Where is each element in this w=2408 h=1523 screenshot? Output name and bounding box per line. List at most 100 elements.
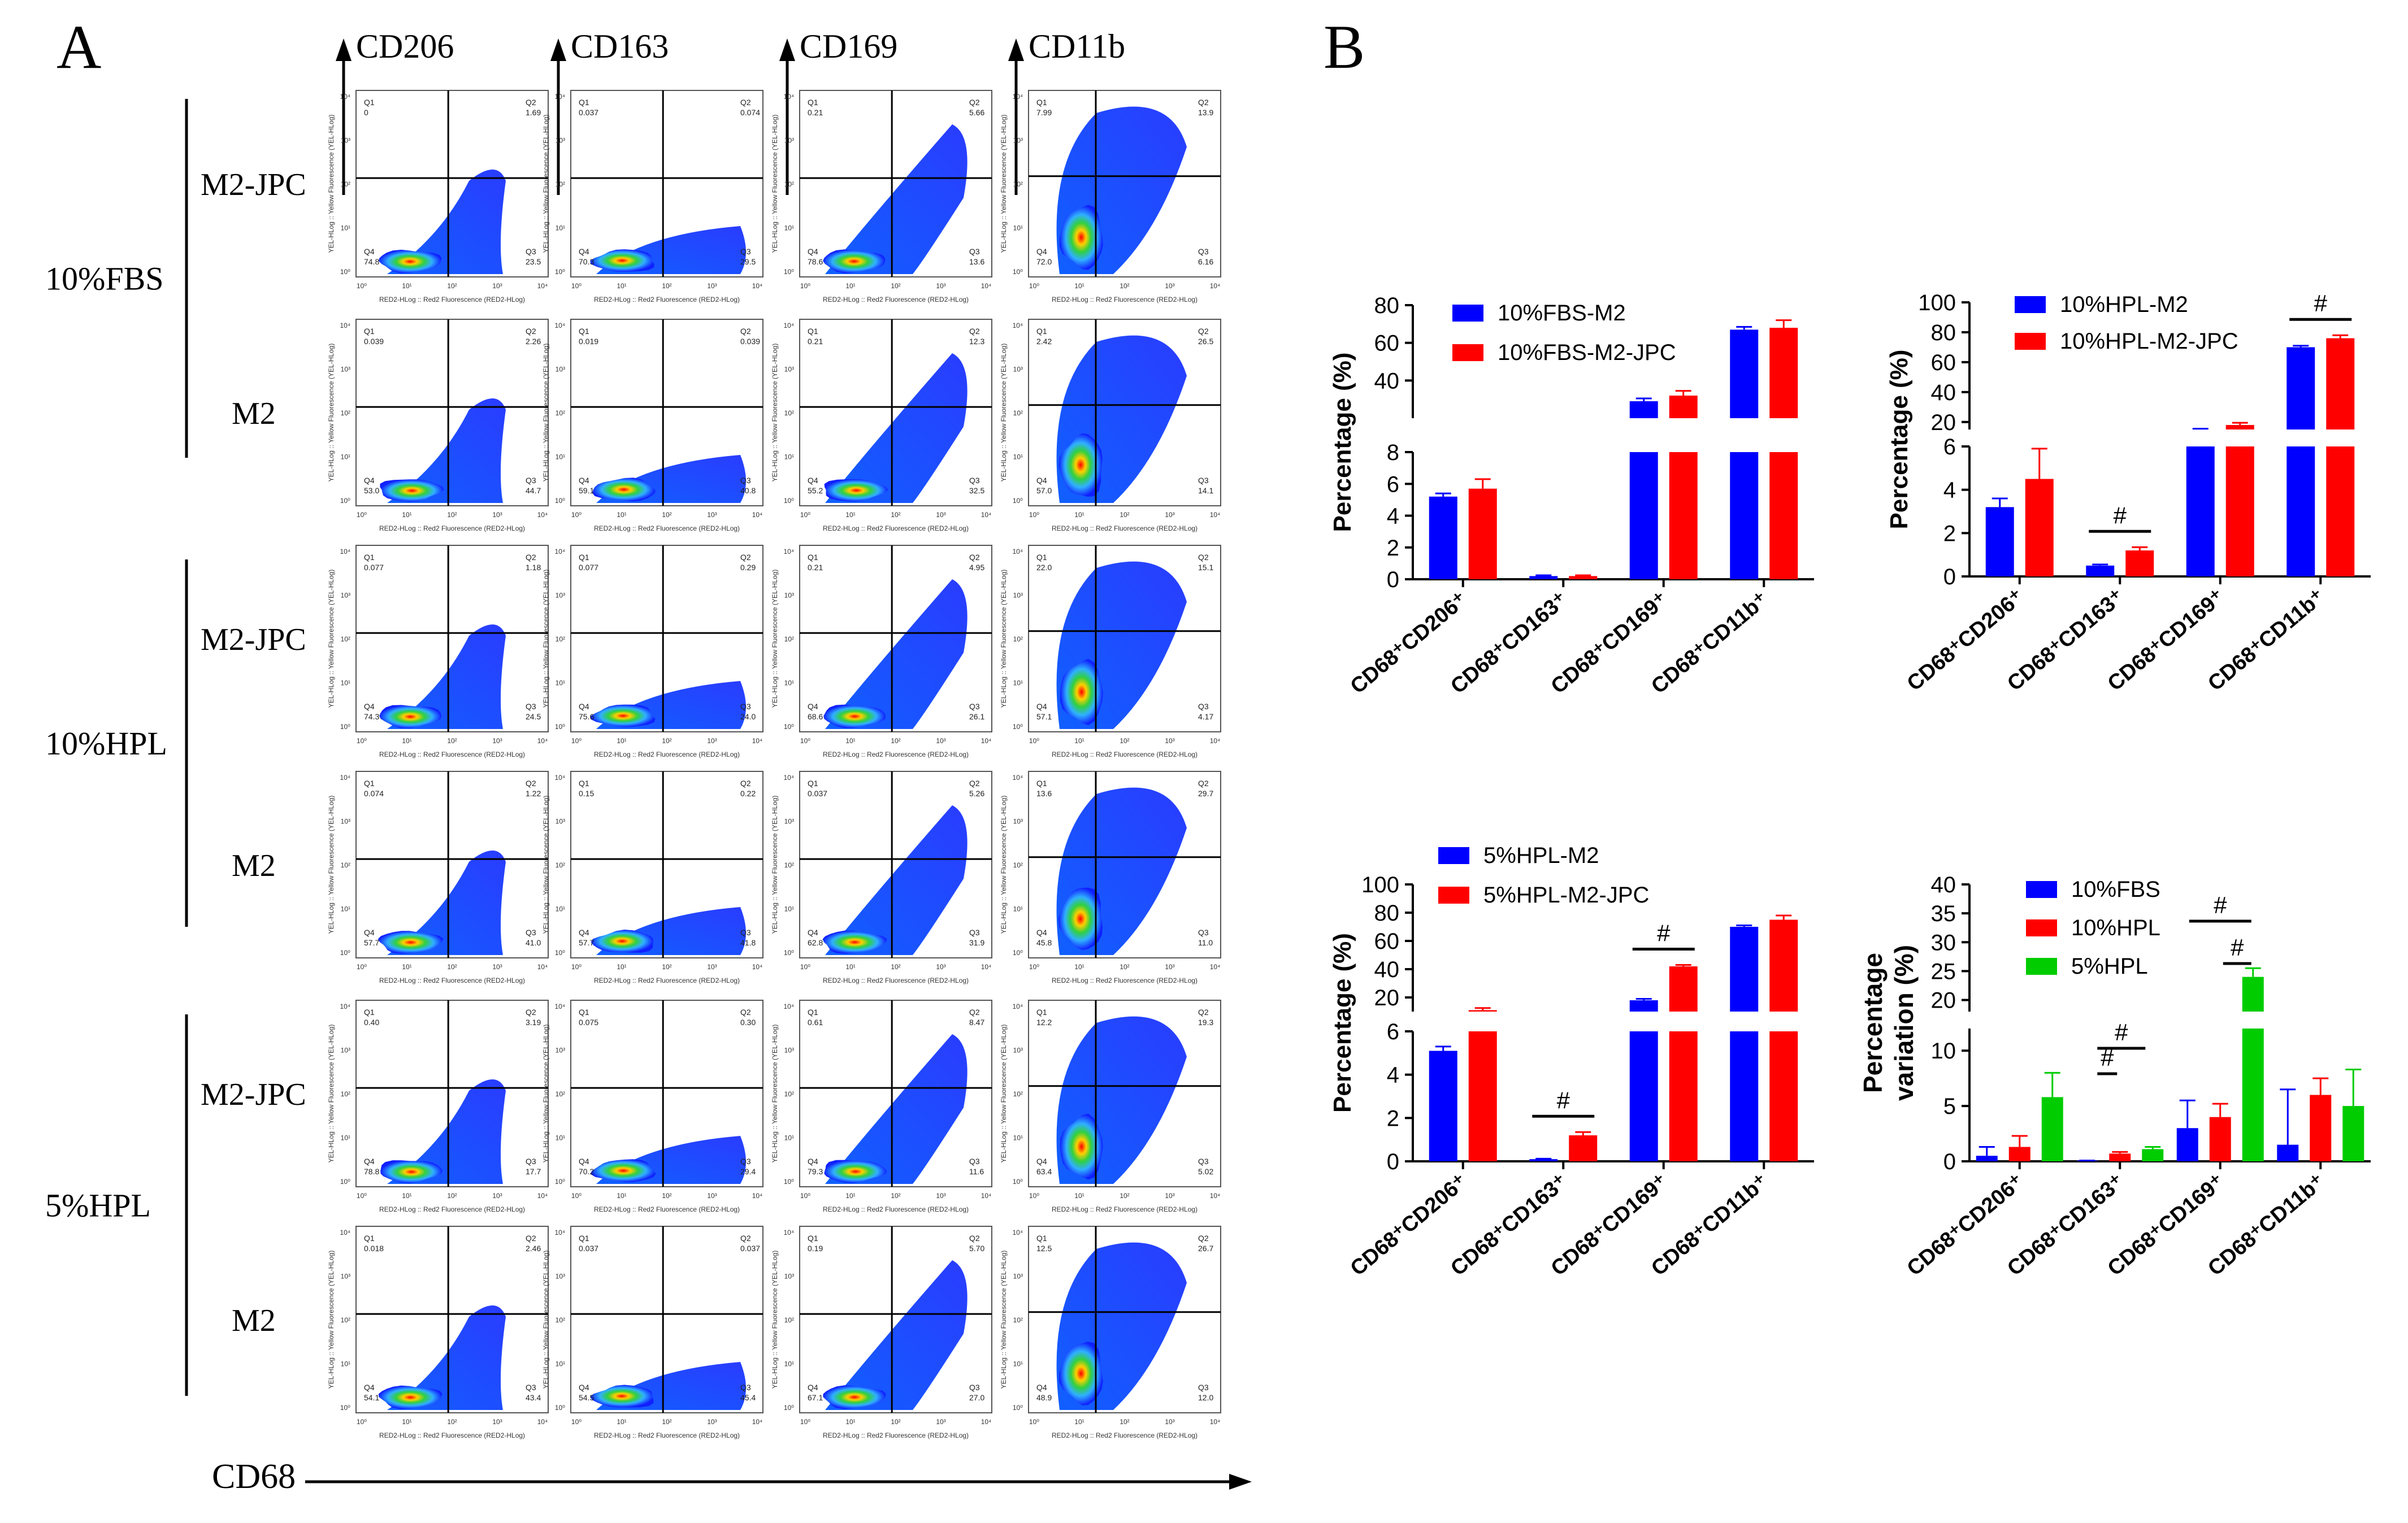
plot-y-label: YEL-HLog :: Yellow Fluorescence (YEL-HLo…: [542, 344, 550, 482]
tick-label: 10³: [1165, 282, 1174, 290]
quadrant-value: Q3: [740, 702, 751, 711]
quadrant-value: 12.0: [1198, 1393, 1213, 1402]
bar: [1429, 496, 1457, 579]
row-label: M2-JPC: [201, 622, 306, 657]
quadrant-value: 44.7: [526, 486, 541, 495]
tick-label: 10¹: [617, 737, 626, 745]
quadrant-value: Q3: [1198, 928, 1209, 937]
bar: [1629, 401, 1658, 418]
marker-arrows: [336, 38, 1024, 195]
density-hotspot: [378, 1385, 442, 1409]
tick-label: 10¹: [1074, 282, 1084, 290]
density-contour: [387, 1079, 506, 1184]
quadrant-value: Q1: [1036, 553, 1047, 562]
plot-x-label: RED2-HLog :: Red2 Fluorescence (RED2-HLo…: [594, 750, 740, 758]
tick-label: 10⁴: [783, 1229, 794, 1236]
quadrant-value: Q4: [1036, 247, 1047, 256]
plot-y-label: YEL-HLog :: Yellow Fluorescence (YEL-HLo…: [542, 1025, 550, 1163]
tick-label: 10²: [556, 1316, 565, 1324]
quadrant-value: 0.037: [579, 1244, 598, 1253]
y-tick-label: 60: [1374, 331, 1400, 356]
tick-label: 10⁴: [752, 1418, 763, 1426]
bar: [1669, 1031, 1698, 1161]
quadrant-value: Q3: [740, 928, 751, 937]
quadrant-value: Q4: [808, 476, 818, 485]
tick-label: 10⁰: [571, 1418, 582, 1426]
quadrant-value: Q1: [808, 553, 818, 562]
tick-label: 10²: [447, 511, 457, 519]
bar: [1569, 1135, 1598, 1161]
significance-mark: #: [1657, 920, 1671, 947]
group-labels: 10%FBS M2-JPC M2 10%HPL M2-JPC M2 5%HPL M2-JPC M…: [45, 99, 306, 1396]
tick-label: 10¹: [341, 679, 350, 687]
quadrant-value: Q3: [969, 1157, 980, 1166]
tick-label: 10⁰: [340, 268, 350, 276]
tick-label: 10⁴: [340, 1003, 350, 1010]
quadrant-value: 0.075: [579, 1018, 598, 1027]
tick-label: 10⁰: [555, 1404, 565, 1412]
tick-label: 10¹: [402, 737, 411, 745]
tick-label: 10³: [707, 282, 717, 290]
quadrant-value: Q4: [579, 247, 589, 256]
quadrant-value: Q2: [1198, 327, 1209, 336]
quadrant-value: Q3: [969, 247, 980, 256]
quadrant-value: Q2: [969, 1008, 980, 1017]
significance-mark: #: [2115, 1019, 2128, 1045]
tick-label: 10²: [784, 1316, 794, 1324]
density-contour: [387, 170, 506, 274]
quadrant-value: 31.9: [969, 938, 984, 947]
quadrant-value: Q4: [808, 702, 818, 711]
bar: [1468, 488, 1497, 579]
tick-label: 10²: [447, 737, 457, 745]
row-label: M2-JPC: [201, 1077, 306, 1112]
tick-label: 10⁴: [783, 548, 794, 556]
tick-label: 10⁴: [783, 93, 794, 101]
tick-label: 10³: [341, 137, 350, 145]
bar: [1468, 1010, 1497, 1012]
quadrant-value: Q3: [526, 247, 536, 256]
bar: [1730, 1031, 1759, 1161]
quadrant-value: 2.26: [526, 337, 541, 346]
tick-label: 10⁰: [784, 949, 794, 957]
quadrant-value: Q4: [579, 928, 589, 937]
y-tick-label: 6: [1387, 1019, 1399, 1044]
quadrant-value: Q1: [364, 98, 375, 107]
density-contour: [825, 805, 967, 955]
tick-label: 10²: [662, 282, 671, 290]
quadrant-value: 0.19: [808, 1244, 823, 1253]
tick-label: 10¹: [845, 1418, 855, 1426]
flow-plot: Q10.037Q20.037Q345.4Q454.510⁰10⁰10¹10¹10…: [542, 1226, 763, 1439]
tick-label: 10¹: [341, 1360, 350, 1368]
bar: [2310, 1095, 2332, 1161]
group-label: 10%FBS: [45, 261, 164, 297]
tick-label: 10¹: [1013, 224, 1023, 232]
density-contour: [387, 398, 506, 503]
quadrant-value: 0.039: [740, 337, 760, 346]
quadrant-value: Q1: [579, 1234, 589, 1243]
tick-label: 10⁰: [1029, 1192, 1039, 1200]
quadrant-value: Q2: [1198, 1008, 1209, 1017]
plot-x-label: RED2-HLog :: Red2 Fluorescence (RED2-HLo…: [823, 296, 969, 303]
quadrant-value: 53.0: [364, 486, 379, 495]
quadrant-value: 29.5: [740, 257, 756, 266]
quadrant-value: Q2: [526, 553, 536, 562]
quadrant-value: 0.30: [740, 1018, 756, 1027]
tick-label: 10²: [784, 635, 794, 643]
legend-label: 10%FBS: [2071, 877, 2160, 902]
quadrant-value: 24.0: [740, 712, 756, 721]
plot-x-label: RED2-HLog :: Red2 Fluorescence (RED2-HLo…: [1052, 296, 1198, 303]
tick-label: 10¹: [341, 224, 350, 232]
tick-label: 10³: [1165, 737, 1174, 745]
plot-x-label: RED2-HLog :: Red2 Fluorescence (RED2-HLo…: [379, 296, 525, 303]
tick-label: 10³: [784, 1273, 794, 1281]
bar: [2342, 1106, 2364, 1161]
quadrant-value: 5.26: [969, 789, 984, 798]
density-hotspot: [379, 249, 442, 274]
quadrant-value: Q4: [364, 476, 375, 485]
quadrant-value: 0.039: [364, 337, 384, 346]
tick-label: 10²: [662, 1418, 671, 1426]
tick-label: 10⁴: [537, 963, 548, 971]
